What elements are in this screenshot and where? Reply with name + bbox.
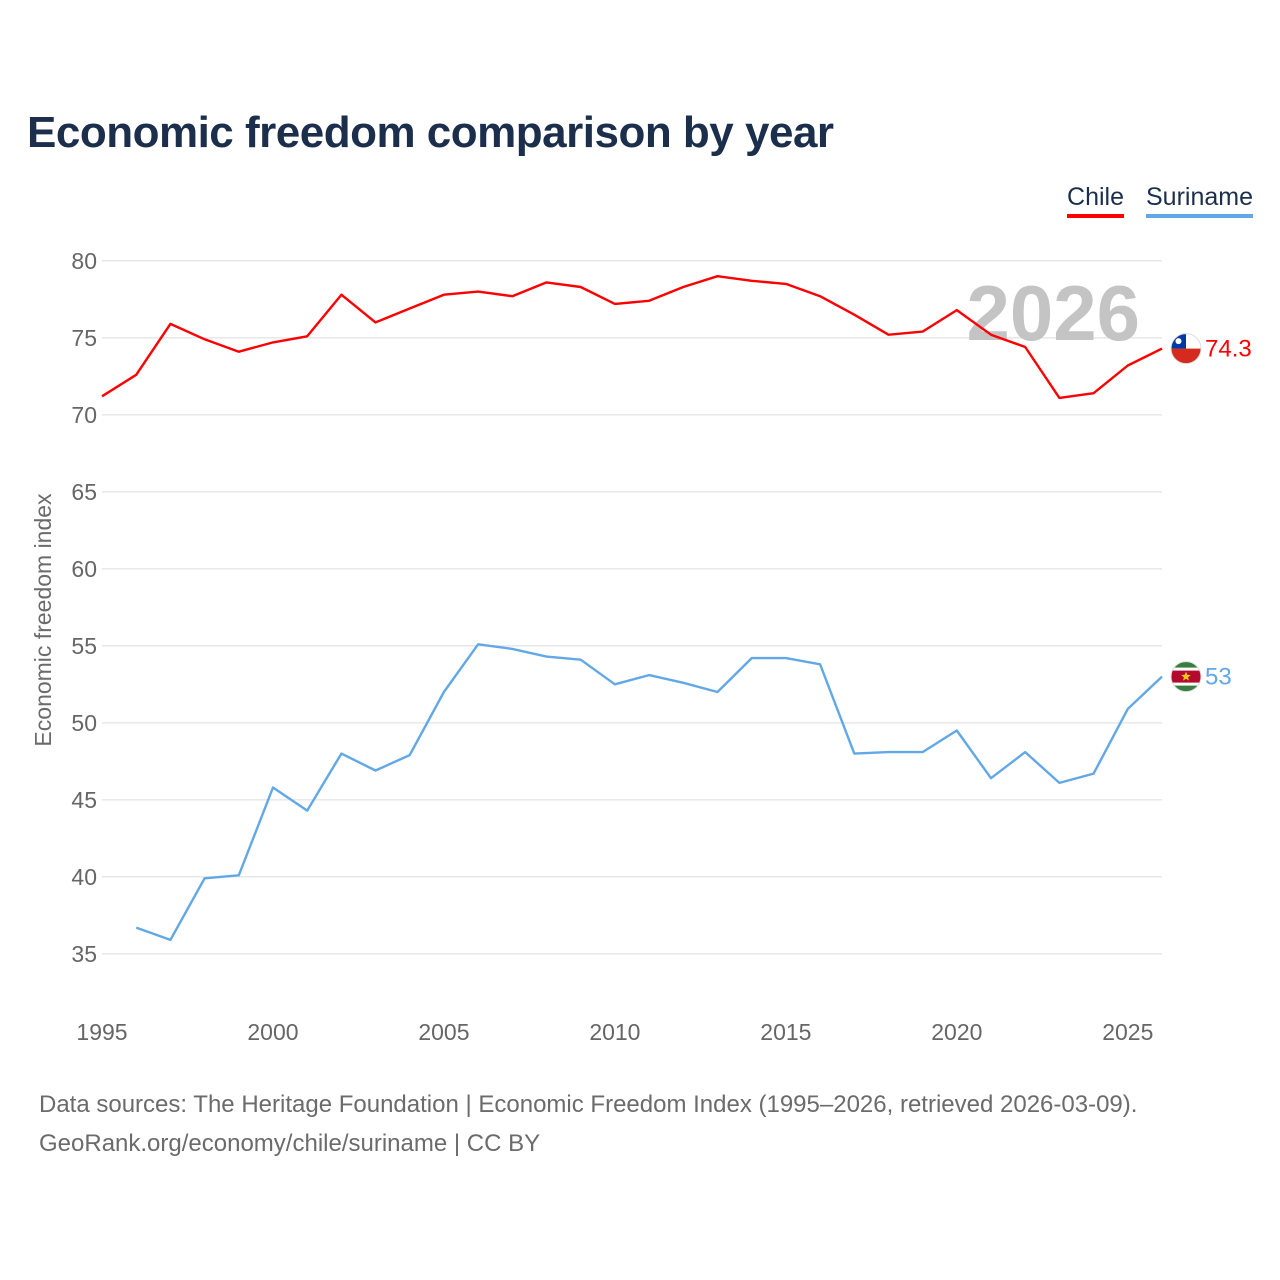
footer: Data sources: The Heritage Foundation | … — [39, 1085, 1137, 1163]
legend: Chile Suriname — [1067, 183, 1253, 218]
y-tick-label: 35 — [71, 941, 97, 967]
x-tick-label: 2020 — [931, 1019, 982, 1045]
x-tick-label: 2015 — [760, 1019, 811, 1045]
flag-outline — [1170, 661, 1202, 693]
year-watermark: 2026 — [966, 269, 1140, 357]
y-tick-label: 70 — [71, 402, 97, 428]
flag-suriname-icon — [1170, 661, 1202, 693]
y-tick-label: 45 — [71, 787, 97, 813]
y-tick-label: 50 — [71, 710, 97, 736]
flag-suriname-fill — [1171, 661, 1201, 692]
x-tick-label: 2005 — [418, 1019, 469, 1045]
footer-sources: Data sources: The Heritage Foundation | … — [39, 1091, 1138, 1118]
flag-outline — [1170, 333, 1202, 365]
y-tick-label: 40 — [71, 864, 97, 890]
flag-chile-icon — [1170, 333, 1202, 365]
x-tick-label: 1995 — [76, 1019, 127, 1045]
x-tick-label: 2000 — [247, 1019, 298, 1045]
flag-chile-fill — [1171, 333, 1201, 364]
y-tick-label: 60 — [71, 556, 97, 582]
series-line-suriname — [135, 643, 1163, 942]
chart-title: Economic freedom comparison by year — [27, 108, 834, 157]
legend-item-chile[interactable]: Chile — [1067, 183, 1124, 218]
flag-red-band — [1171, 348, 1201, 364]
y-axis-label: Economic freedom index — [30, 493, 56, 747]
x-tick-label: 2025 — [1102, 1019, 1153, 1045]
end-label-suriname: 53 — [1205, 664, 1232, 691]
y-tick-label: 65 — [71, 479, 97, 505]
flag-star-icon — [1175, 338, 1182, 345]
x-tick-label: 2010 — [589, 1019, 640, 1045]
flag-star-icon — [1181, 671, 1191, 681]
footer-attribution[interactable]: GeoRank.org/economy/chile/suriname | CC … — [39, 1130, 541, 1157]
y-tick-label: 80 — [71, 248, 97, 274]
y-tick-label: 75 — [71, 325, 97, 351]
legend-item-suriname[interactable]: Suriname — [1146, 183, 1253, 218]
end-label-chile: 74.3 — [1205, 336, 1252, 363]
series-line-chile — [101, 275, 1163, 400]
y-tick-label: 55 — [71, 633, 97, 659]
